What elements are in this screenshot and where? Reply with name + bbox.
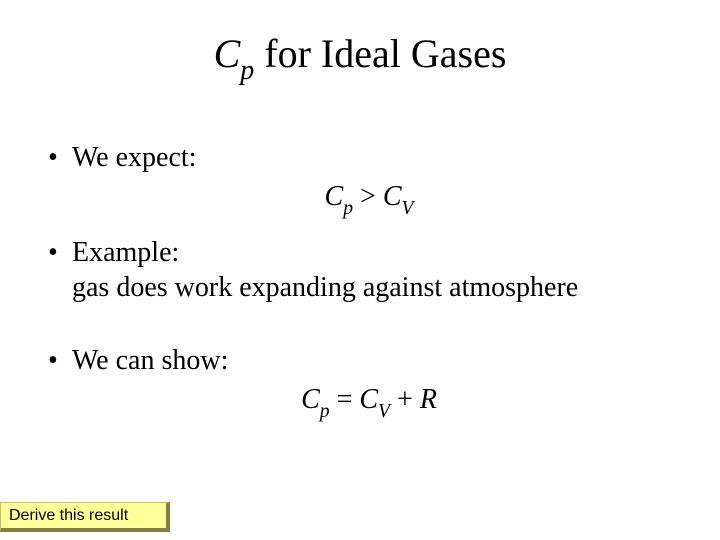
eq2-C1: C xyxy=(301,384,320,415)
slide-body: • We expect: Cp > CV • Example: gas does… xyxy=(48,140,690,438)
eq2-V: V xyxy=(378,401,390,422)
title-C: C xyxy=(214,31,241,76)
eq1-V: V xyxy=(402,198,414,219)
bullet-2: • Example: gas does work expanding again… xyxy=(48,235,690,305)
eq1-C1: C xyxy=(325,181,344,212)
slide: Cp for Ideal Gases • We expect: Cp > CV … xyxy=(0,0,720,540)
eq2-C2: C xyxy=(359,384,378,415)
eq2-plus: + xyxy=(390,384,420,415)
bullet-2-text: Example: gas does work expanding against… xyxy=(72,235,690,305)
derive-button[interactable]: Derive this result xyxy=(0,502,170,532)
bullet-3-text: We can show: xyxy=(72,343,690,378)
title-rest: for Ideal Gases xyxy=(254,31,506,76)
bullet-dot: • xyxy=(48,343,72,378)
bullet-dot: • xyxy=(48,235,72,270)
bullet-3: • We can show: xyxy=(48,343,690,378)
bullet-1: • We expect: xyxy=(48,140,690,175)
eq1-gt: > xyxy=(353,181,383,212)
slide-title: Cp for Ideal Gases xyxy=(0,30,720,84)
eq2-eq: = xyxy=(330,384,360,415)
derive-button-label: Derive this result xyxy=(9,507,128,525)
bullet-1-text: We expect: xyxy=(72,140,690,175)
eq1-p: p xyxy=(343,198,353,219)
spacer xyxy=(48,309,690,343)
title-sub-p: p xyxy=(240,55,254,86)
bullet-dot: • xyxy=(48,140,72,175)
eq1-C2: C xyxy=(383,181,402,212)
eq2-R: R xyxy=(420,384,437,415)
bullet-2-line1: Example: xyxy=(72,237,179,268)
equation-1: Cp > CV xyxy=(48,179,690,219)
equation-2: Cp = CV + R xyxy=(48,382,690,422)
bullet-2-line2: gas does work expanding against atmosphe… xyxy=(72,272,578,303)
eq2-p: p xyxy=(320,401,330,422)
